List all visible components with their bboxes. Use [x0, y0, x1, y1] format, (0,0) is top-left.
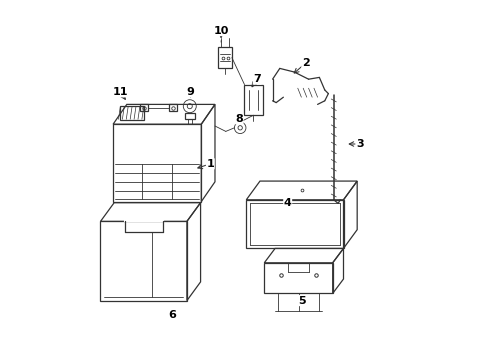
Text: 1: 1 [206, 159, 214, 169]
Text: 8: 8 [235, 114, 243, 124]
Text: 11: 11 [112, 87, 128, 97]
Text: 6: 6 [168, 310, 176, 320]
Text: 2: 2 [301, 58, 309, 68]
Text: 5: 5 [298, 296, 305, 306]
Text: 10: 10 [213, 26, 228, 36]
Text: 4: 4 [283, 198, 291, 208]
Text: 3: 3 [355, 139, 363, 149]
Text: 7: 7 [253, 74, 261, 84]
Text: 9: 9 [186, 87, 194, 97]
